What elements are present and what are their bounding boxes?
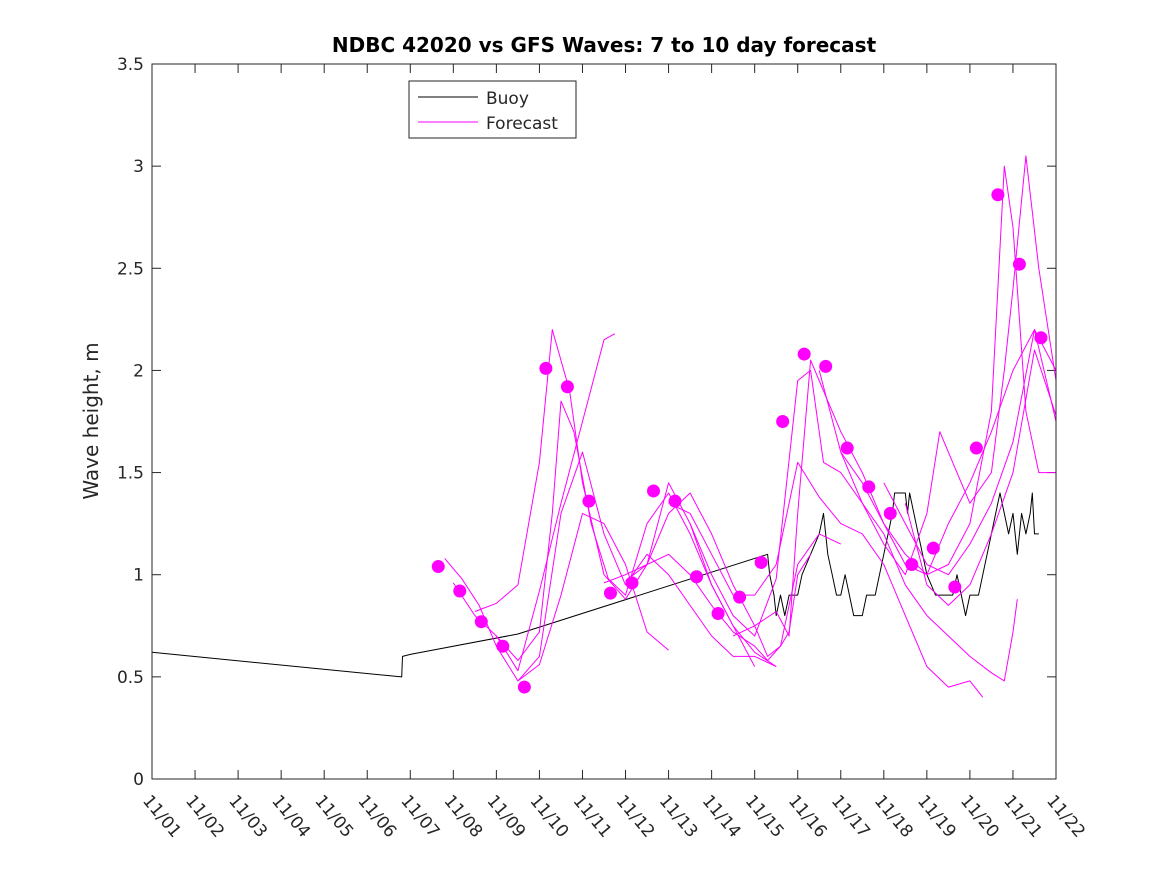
forecast-marker bbox=[883, 506, 897, 520]
forecast-series-line bbox=[904, 349, 1057, 606]
x-tick-label: 11/12 bbox=[612, 791, 659, 841]
x-tick-label: 11/05 bbox=[310, 791, 357, 841]
forecast-series-line bbox=[474, 329, 777, 668]
x-tick-label: 11/08 bbox=[440, 791, 487, 841]
forecast-marker bbox=[840, 441, 854, 455]
y-tick-label: 1.5 bbox=[117, 464, 144, 484]
forecast-series-line bbox=[444, 512, 669, 682]
forecast-marker bbox=[862, 480, 876, 494]
forecast-marker bbox=[560, 380, 574, 394]
y-tick-label: 2 bbox=[133, 361, 144, 381]
plot-frame bbox=[151, 63, 1057, 780]
y-tick-label: 2.5 bbox=[117, 259, 144, 279]
x-tick-label: 11/15 bbox=[741, 791, 788, 841]
y-axis-label: Wave height, m bbox=[79, 342, 103, 499]
forecast-series-line bbox=[452, 400, 756, 667]
forecast-marker bbox=[819, 359, 833, 373]
forecast-marker bbox=[453, 584, 467, 598]
forecast-marker bbox=[647, 484, 661, 498]
forecast-marker bbox=[905, 558, 919, 571]
forecast-marker bbox=[474, 615, 488, 629]
x-tick-label: 11/14 bbox=[698, 791, 745, 841]
forecast-marker bbox=[517, 680, 531, 694]
forecast-marker bbox=[668, 494, 682, 508]
forecast-marker bbox=[797, 347, 811, 361]
forecast-marker bbox=[1012, 257, 1026, 271]
forecast-marker bbox=[969, 441, 983, 455]
forecast-series-line bbox=[517, 451, 777, 682]
forecast-marker bbox=[1034, 331, 1048, 345]
legend-box bbox=[408, 80, 577, 139]
forecast-series-line bbox=[883, 329, 1057, 576]
forecast-marker bbox=[625, 576, 639, 590]
forecast-series-line bbox=[668, 461, 984, 698]
x-tick-label: 11/17 bbox=[827, 791, 874, 841]
legend-forecast-label: Forecast bbox=[486, 114, 558, 134]
forecast-marker bbox=[711, 607, 725, 621]
legend-buoy-label: Buoy bbox=[486, 89, 529, 109]
forecast-markers bbox=[431, 188, 1048, 694]
forecast-marker bbox=[603, 586, 617, 600]
forecast-series-line bbox=[840, 155, 1057, 576]
x-tick-label: 11/13 bbox=[655, 791, 702, 841]
forecast-marker bbox=[991, 188, 1005, 202]
x-tick-label: 11/19 bbox=[913, 791, 960, 841]
x-tick-label: 11/11 bbox=[569, 791, 616, 841]
x-tick-label: 11/01 bbox=[138, 791, 185, 841]
forecast-marker bbox=[690, 570, 704, 584]
y-tick-label: 0 bbox=[133, 770, 144, 790]
y-tick-label: 3 bbox=[133, 157, 144, 177]
axis-ticks bbox=[151, 63, 1057, 780]
forecast-series-line bbox=[732, 165, 1056, 637]
y-tick-label: 3.5 bbox=[117, 55, 144, 75]
y-tick-label: 0.5 bbox=[117, 668, 144, 688]
forecast-marker bbox=[582, 494, 596, 508]
x-tick-label: 11/02 bbox=[181, 791, 228, 841]
x-tick-label: 11/09 bbox=[483, 791, 530, 841]
forecast-series-line bbox=[495, 333, 616, 672]
forecast-marker bbox=[776, 415, 790, 428]
x-tick-label: 11/10 bbox=[526, 791, 573, 841]
legend: Buoy Forecast bbox=[408, 80, 577, 139]
x-tick-label: 11/21 bbox=[999, 791, 1046, 841]
y-tick-label: 1 bbox=[133, 566, 144, 586]
x-tick-label: 11/03 bbox=[224, 791, 271, 841]
forecast-marker bbox=[926, 541, 940, 555]
x-tick-label: 11/04 bbox=[267, 791, 314, 841]
plot-area bbox=[152, 64, 1056, 779]
forecast-marker bbox=[733, 590, 747, 604]
x-tick-label: 11/07 bbox=[396, 791, 443, 841]
x-tick-label: 11/20 bbox=[956, 791, 1003, 841]
x-tick-label: 11/06 bbox=[353, 791, 400, 841]
forecast-marker bbox=[754, 555, 768, 569]
chart-title: NDBC 42020 vs GFS Waves: 7 to 10 day for… bbox=[332, 33, 877, 57]
forecast-marker bbox=[539, 361, 553, 375]
x-tick-label: 11/18 bbox=[870, 791, 917, 841]
forecast-marker bbox=[431, 560, 445, 574]
x-tick-label: 11/22 bbox=[1042, 791, 1089, 841]
forecast-marker bbox=[948, 580, 962, 594]
forecast-marker bbox=[496, 639, 510, 653]
x-tick-label: 11/16 bbox=[784, 791, 831, 841]
